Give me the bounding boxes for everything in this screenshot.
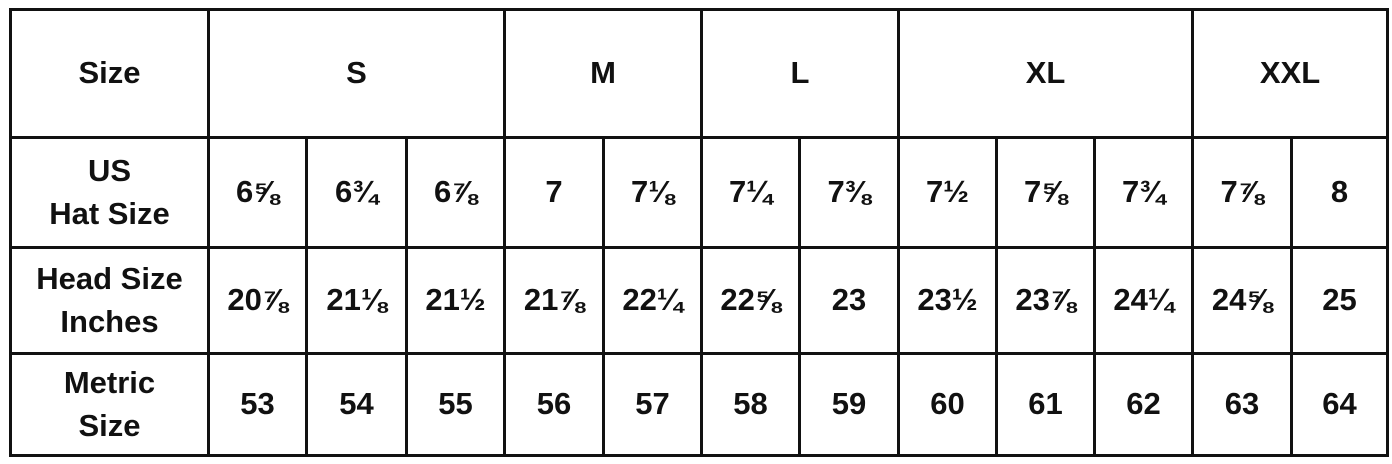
table-cell: 58 [700,352,801,457]
table-cell: 23½ [897,246,998,355]
size-group-header: L [700,8,900,139]
table-cell: 8 [1290,136,1389,249]
table-cell: 7⅝ [995,136,1096,249]
table-cell: 22⅝ [700,246,801,355]
table-cell: 63 [1191,352,1293,457]
table-cell: 54 [305,352,408,457]
table-cell: 20⅞ [207,246,308,355]
table-cell: 62 [1093,352,1194,457]
table-cell: 24¼ [1093,246,1194,355]
table-cell: 7½ [897,136,998,249]
size-header: Size [9,8,210,139]
table-cell: 23⅞ [995,246,1096,355]
row-label-line: Metric [63,364,156,400]
row-label-line: Hat Size [49,195,170,231]
table-cell: 21½ [405,246,506,355]
table-cell: 7⅜ [798,136,900,249]
table-cell: 7¾ [1093,136,1194,249]
header-row: Size S M L XL XXL [9,8,1389,139]
table-cell: 21⅞ [503,246,605,355]
row-label-line: Size [78,407,141,443]
table-cell: 55 [405,352,506,457]
table-cell: 6⅝ [207,136,308,249]
table-cell: 61 [995,352,1096,457]
table-cell: 57 [602,352,703,457]
row-label: Metric Size [9,352,210,457]
table-cell: 23 [798,246,900,355]
table-cell: 59 [798,352,900,457]
row-label: US Hat Size [9,136,210,249]
table-cell: 6⅞ [405,136,506,249]
table-cell: 7¼ [700,136,801,249]
size-group-header: S [207,8,506,139]
row-label: Head Size Inches [9,246,210,355]
table-cell: 21⅛ [305,246,408,355]
size-group-header: XL [897,8,1194,139]
table-cell: 64 [1290,352,1389,457]
table-cell: 6¾ [305,136,408,249]
table-cell: 53 [207,352,308,457]
hat-size-chart: Size S M L XL XXL US Hat Size 6⅝ 6¾ 6⅞ 7 7⅛ 7¼ 7⅜ 7½ 7… [9,8,1389,457]
table-cell: 24⅝ [1191,246,1293,355]
table-cell: 60 [897,352,998,457]
row-label-line: Inches [60,303,159,339]
row-label-line: Head Size [36,260,183,296]
table-cell: 25 [1290,246,1389,355]
row-label-line: US [87,152,132,188]
table-row: Metric Size 53 54 55 56 57 58 59 60 61 62 63 64 [9,352,1389,457]
table-cell: 7 [503,136,605,249]
table-row: US Hat Size 6⅝ 6¾ 6⅞ 7 7⅛ 7¼ 7⅜ 7½ 7⅝ 7¾ 7⅞ 8 [9,136,1389,249]
table-row: Head Size Inches 20⅞ 21⅛ 21½ 21⅞ 22¼ 22⅝ 23 23½ 23… [9,246,1389,355]
table-cell: 56 [503,352,605,457]
size-group-header: XXL [1191,8,1389,139]
size-group-header: M [503,8,703,139]
table-cell: 7⅛ [602,136,703,249]
table-cell: 7⅞ [1191,136,1293,249]
table-cell: 22¼ [602,246,703,355]
